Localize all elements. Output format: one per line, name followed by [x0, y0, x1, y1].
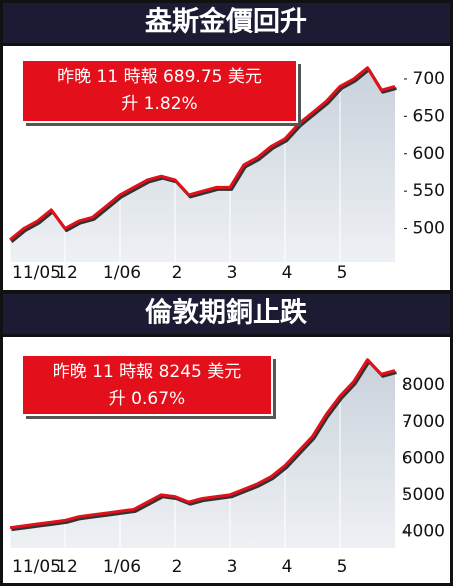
x-tick-label: 5 [337, 557, 348, 577]
line [9, 358, 396, 530]
x-tick-label: 1/06 [103, 263, 141, 283]
x-tick-label: 5 [337, 263, 348, 283]
x-tick-label: 11/05 [12, 557, 61, 577]
annotation: 升 0.67% [109, 389, 185, 409]
x-tick-label: 12 [56, 557, 78, 577]
y-tick-label: 550 [413, 181, 445, 201]
x-tick-label: 3 [227, 557, 238, 577]
y-tick-label: 500 [413, 219, 445, 239]
note-box [21, 354, 273, 416]
chart-title: 倫敦期銅止跌 [145, 297, 307, 329]
line-shadow [10, 68, 397, 243]
annotation: 昨晚 11 時報 8245 美元 [53, 362, 242, 382]
x-tick-label: 4 [282, 557, 293, 577]
y-tick-label: 5000 [402, 485, 445, 505]
y-tick-label: 7000 [402, 412, 445, 432]
x-tick-label: 3 [227, 263, 238, 283]
y-tick-label: 6000 [402, 448, 445, 468]
area [10, 67, 395, 263]
annotation: 升 1.82% [121, 94, 197, 114]
note-box [21, 59, 298, 123]
title-bar [3, 3, 450, 43]
chart-title: 盎斯金價回升 [145, 6, 307, 38]
y-tick-label: 8000 [402, 375, 445, 395]
line [9, 66, 396, 241]
y-tick-label: 4000 [402, 521, 445, 541]
area [10, 359, 395, 548]
y-tick-label: 700 [413, 69, 445, 89]
title-bar [3, 294, 450, 334]
y-tick-label: 650 [413, 106, 445, 126]
x-tick-label: 4 [282, 263, 293, 283]
x-tick-label: 2 [172, 263, 183, 283]
line-shadow [11, 360, 397, 532]
x-tick-label: 1/06 [103, 557, 141, 577]
x-tick-label: 12 [56, 263, 78, 283]
x-tick-label: 2 [172, 557, 183, 577]
x-tick-label: 11/05 [12, 263, 61, 283]
y-tick-label: 600 [413, 144, 445, 164]
annotation: 昨晚 11 時報 689.75 美元 [57, 67, 262, 87]
